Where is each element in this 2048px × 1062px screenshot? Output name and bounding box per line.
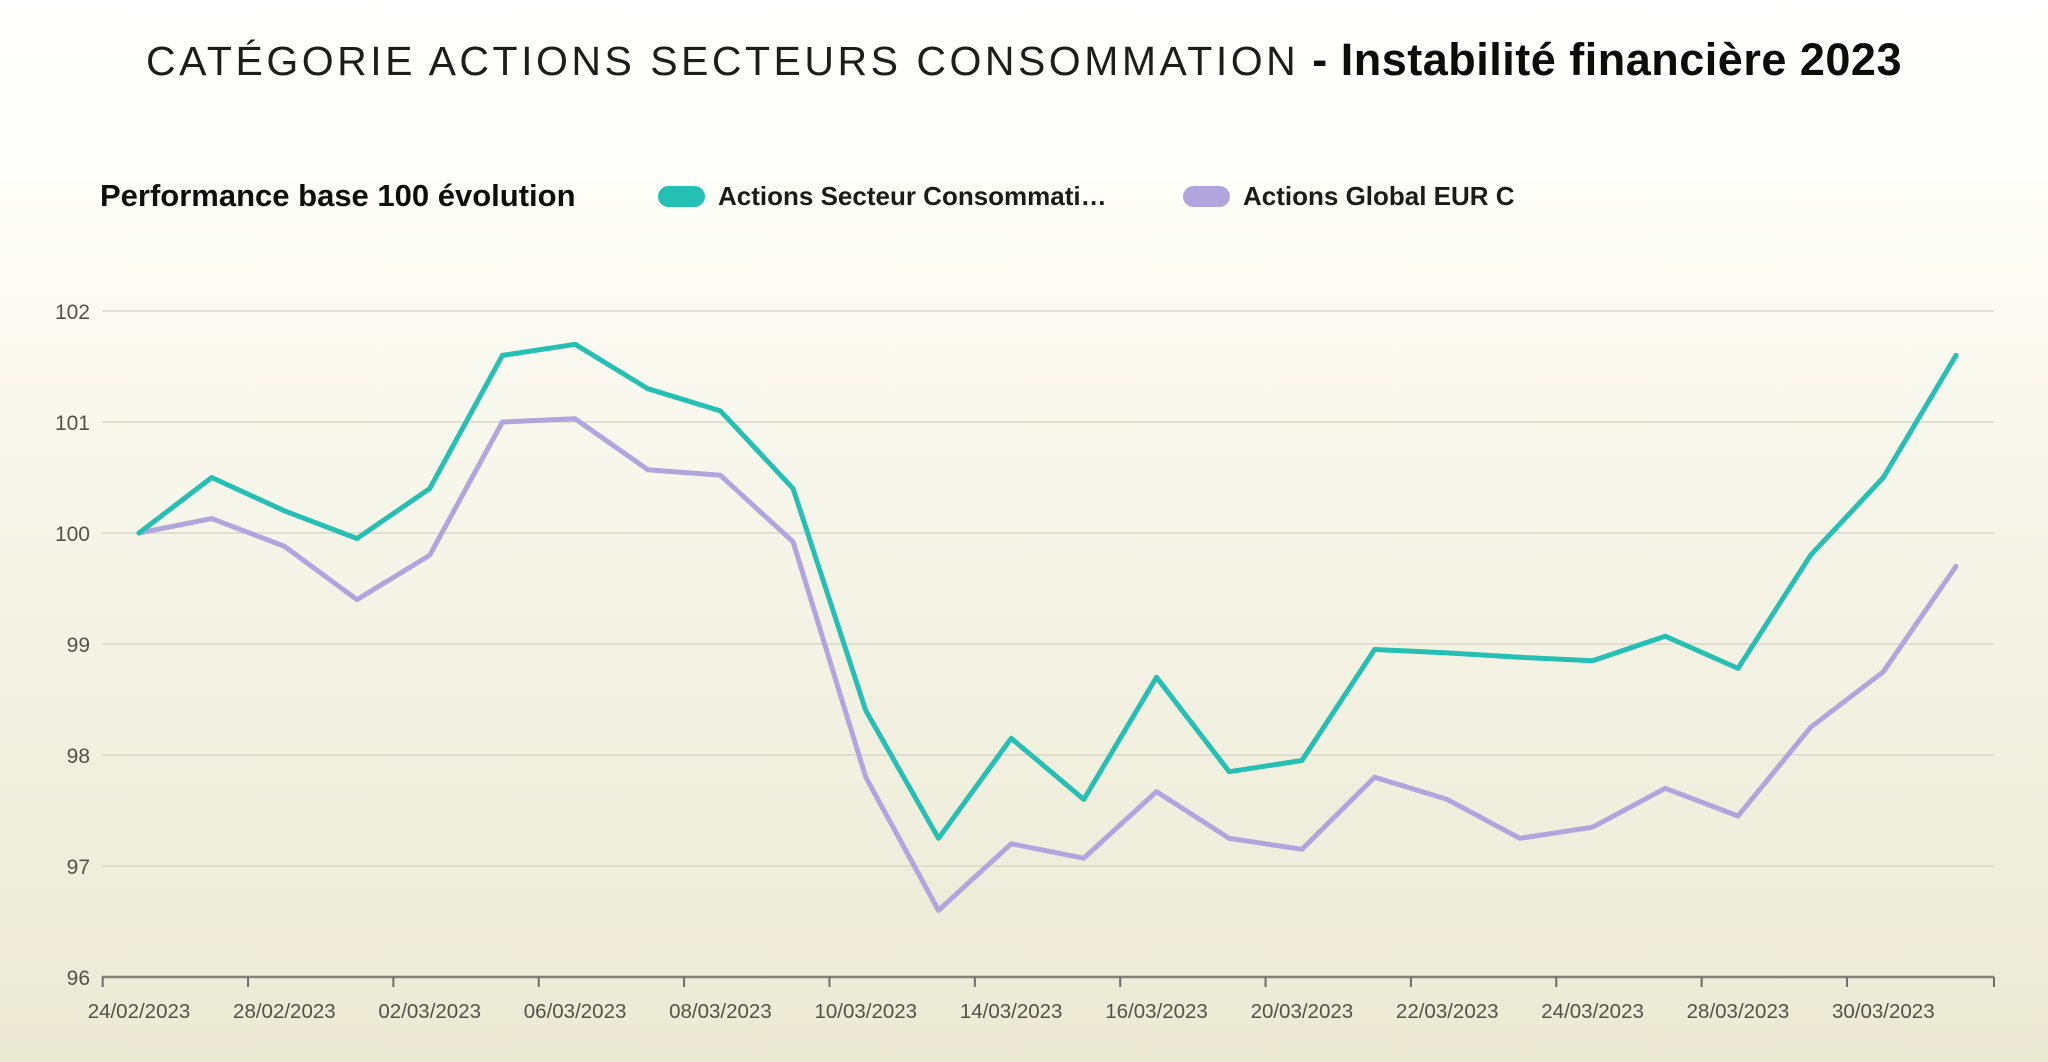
legend-item-actions-secteur-consommation[interactable]: Actions Secteur Consommati… (658, 181, 1107, 212)
page-title-category: CATÉGORIE ACTIONS SECTEURS CONSOMMATION (146, 38, 1300, 84)
legend-swatch-teal (658, 186, 705, 207)
series-line-actions-global-eur-c[interactable] (136, 416, 1959, 913)
y-axis-tick-label: 100 (55, 523, 90, 546)
x-axis-tick-label: 10/03/2023 (814, 1000, 917, 1023)
y-axis-tick-label: 98 (67, 745, 90, 768)
y-axis-tick-label: 102 (55, 301, 90, 324)
page-title-subtitle: - Instabilité financière 2023 (1299, 34, 1902, 85)
chart-legend: Performance base 100 évolution Actions S… (0, 178, 2048, 218)
x-axis-tick-label: 24/03/2023 (1541, 1000, 1644, 1023)
legend-swatch-purple (1183, 186, 1230, 207)
legend-label: Actions Global EUR C (1243, 181, 1515, 211)
x-axis-tick-label: 28/03/2023 (1687, 1000, 1790, 1023)
y-axis-tick-label: 99 (67, 634, 90, 657)
x-axis-tick-label: 06/03/2023 (524, 1000, 627, 1023)
legend-item-actions-global-eur-c[interactable]: Actions Global EUR C (1183, 181, 1515, 212)
x-axis-tick-label: 02/03/2023 (378, 1000, 481, 1023)
chart-subtitle: Performance base 100 évolution (100, 178, 576, 213)
legend-label: Actions Secteur Consommati… (718, 181, 1107, 211)
x-axis-tick-label: 08/03/2023 (669, 1000, 772, 1023)
x-axis-tick-label: 16/03/2023 (1105, 1000, 1208, 1023)
page-title: CATÉGORIE ACTIONS SECTEURS CONSOMMATION … (0, 34, 2048, 86)
x-axis-tick-label: 22/03/2023 (1396, 1000, 1499, 1023)
y-axis-tick-label: 96 (67, 967, 90, 990)
x-axis-tick-label: 28/02/2023 (233, 1000, 336, 1023)
x-axis-tick-label: 24/02/2023 (88, 1000, 191, 1023)
y-axis-tick-label: 97 (67, 856, 90, 879)
x-axis-tick-label: 20/03/2023 (1251, 1000, 1354, 1023)
y-axis-tick-label: 101 (55, 412, 90, 435)
x-axis-tick-label: 14/03/2023 (960, 1000, 1063, 1023)
x-axis-tick-label: 30/03/2023 (1832, 1000, 1935, 1023)
series-line-actions-secteur-consommati-[interactable] (136, 341, 1959, 841)
